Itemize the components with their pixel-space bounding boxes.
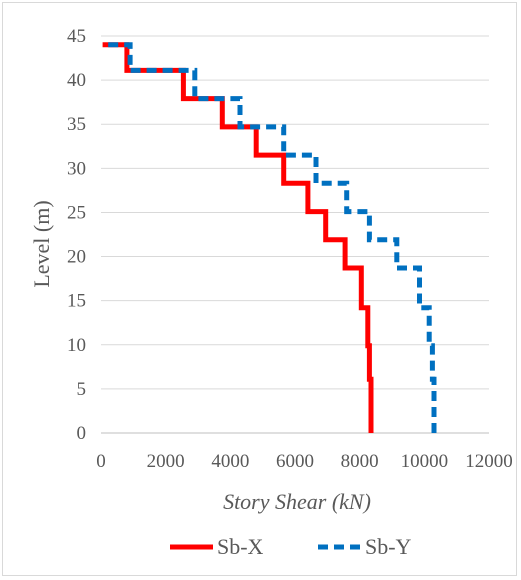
x-tick-label: 8000 — [341, 451, 379, 472]
x-tick-label: 10000 — [401, 451, 449, 472]
y-tick-label: 45 — [67, 26, 86, 47]
y-axis-title: Level (m) — [29, 200, 54, 287]
x-tick-labels: 0 2000 4000 6000 8000 10000 12000 — [96, 451, 513, 472]
y-tick-label: 40 — [67, 70, 86, 91]
x-axis-title: Story Shear (kN) — [223, 489, 371, 514]
story-shear-chart: 0 2000 4000 6000 8000 10000 12000 0 5 10 15 20 25 30… — [29, 26, 513, 559]
chart-frame: 0 2000 4000 6000 8000 10000 12000 0 5 10 15 20 25 30… — [2, 2, 517, 576]
legend: Sb-X Sb-Y — [170, 534, 412, 559]
x-tick-label: 6000 — [276, 451, 314, 472]
y-tick-label: 15 — [67, 291, 86, 312]
series-lines — [102, 42, 437, 433]
y-tick-label: 35 — [67, 114, 86, 135]
y-tick-label: 10 — [67, 335, 86, 356]
y-tick-label: 5 — [77, 379, 87, 400]
y-tick-label: 30 — [67, 158, 86, 179]
series-line-sb-y — [102, 42, 437, 433]
series-line-sb-x — [102, 42, 374, 433]
x-tick-label: 0 — [96, 451, 106, 472]
y-tick-label: 20 — [67, 247, 86, 268]
x-tick-label: 12000 — [465, 451, 513, 472]
y-tick-label: 0 — [77, 423, 87, 444]
y-tick-label: 25 — [67, 202, 86, 223]
legend-label-sb-y: Sb-Y — [365, 534, 412, 559]
y-tick-labels: 0 5 10 15 20 25 30 35 40 45 — [67, 26, 86, 444]
legend-label-sb-x: Sb-X — [217, 534, 264, 559]
x-tick-label: 2000 — [147, 451, 185, 472]
gridlines — [101, 35, 489, 390]
x-tick-label: 4000 — [211, 451, 249, 472]
